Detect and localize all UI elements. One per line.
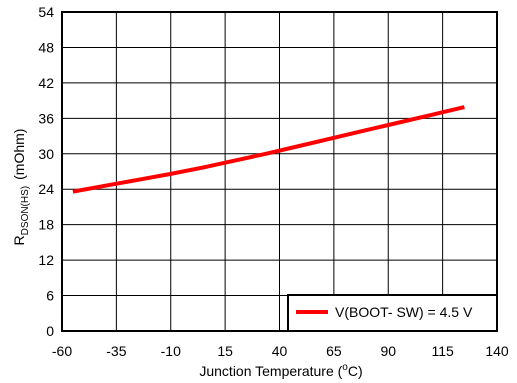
y-tick-label: 54 bbox=[38, 4, 54, 20]
y-axis-title-subscript: DSON(HS) bbox=[20, 186, 31, 235]
x-tick-label: -60 bbox=[52, 343, 72, 359]
series-group bbox=[72, 105, 465, 194]
x-tick-label: 15 bbox=[217, 343, 233, 359]
y-tick-label: 12 bbox=[38, 252, 54, 268]
x-tick-label: 140 bbox=[485, 343, 509, 359]
x-tick-label: 65 bbox=[326, 343, 342, 359]
y-tick-label: 36 bbox=[38, 110, 54, 126]
x-tick-label: 115 bbox=[431, 343, 454, 359]
y-tick-label: 30 bbox=[38, 146, 54, 162]
y-tick-labels: 0 6 12 18 24 30 36 42 48 54 bbox=[38, 4, 54, 339]
y-tick-label: 0 bbox=[46, 323, 54, 339]
legend: V(BOOT- SW) = 4.5 V bbox=[287, 294, 498, 332]
series-line bbox=[72, 105, 465, 194]
x-axis-title-superscript: o bbox=[342, 362, 348, 373]
x-axis-title-text: Junction Temperature ( bbox=[199, 363, 342, 379]
legend-label: V(BOOT- SW) = 4.5 V bbox=[335, 304, 473, 320]
y-tick-label: 24 bbox=[38, 181, 54, 197]
x-tick-label: 40 bbox=[272, 343, 288, 359]
plot-frame bbox=[61, 11, 498, 332]
y-axis-title-main: R bbox=[11, 235, 27, 245]
y-tick-label: 6 bbox=[46, 288, 54, 304]
y-tick-label: 18 bbox=[38, 217, 54, 233]
x-tick-labels: -60 -35 -10 15 40 65 90 115 140 bbox=[52, 343, 509, 359]
y-axis-title: RDSON(HS) (mOhm) bbox=[11, 129, 31, 246]
y-axis-title-unit: (mOhm) bbox=[11, 129, 27, 180]
x-tick-label: -10 bbox=[161, 343, 181, 359]
x-axis-title-unit: C) bbox=[348, 363, 363, 379]
y-tick-label: 48 bbox=[38, 39, 54, 55]
x-tick-label: -35 bbox=[106, 343, 126, 359]
y-tick-label: 42 bbox=[38, 75, 54, 91]
x-axis-title: Junction Temperature (oC) bbox=[199, 362, 362, 379]
x-tick-label: 90 bbox=[380, 343, 396, 359]
